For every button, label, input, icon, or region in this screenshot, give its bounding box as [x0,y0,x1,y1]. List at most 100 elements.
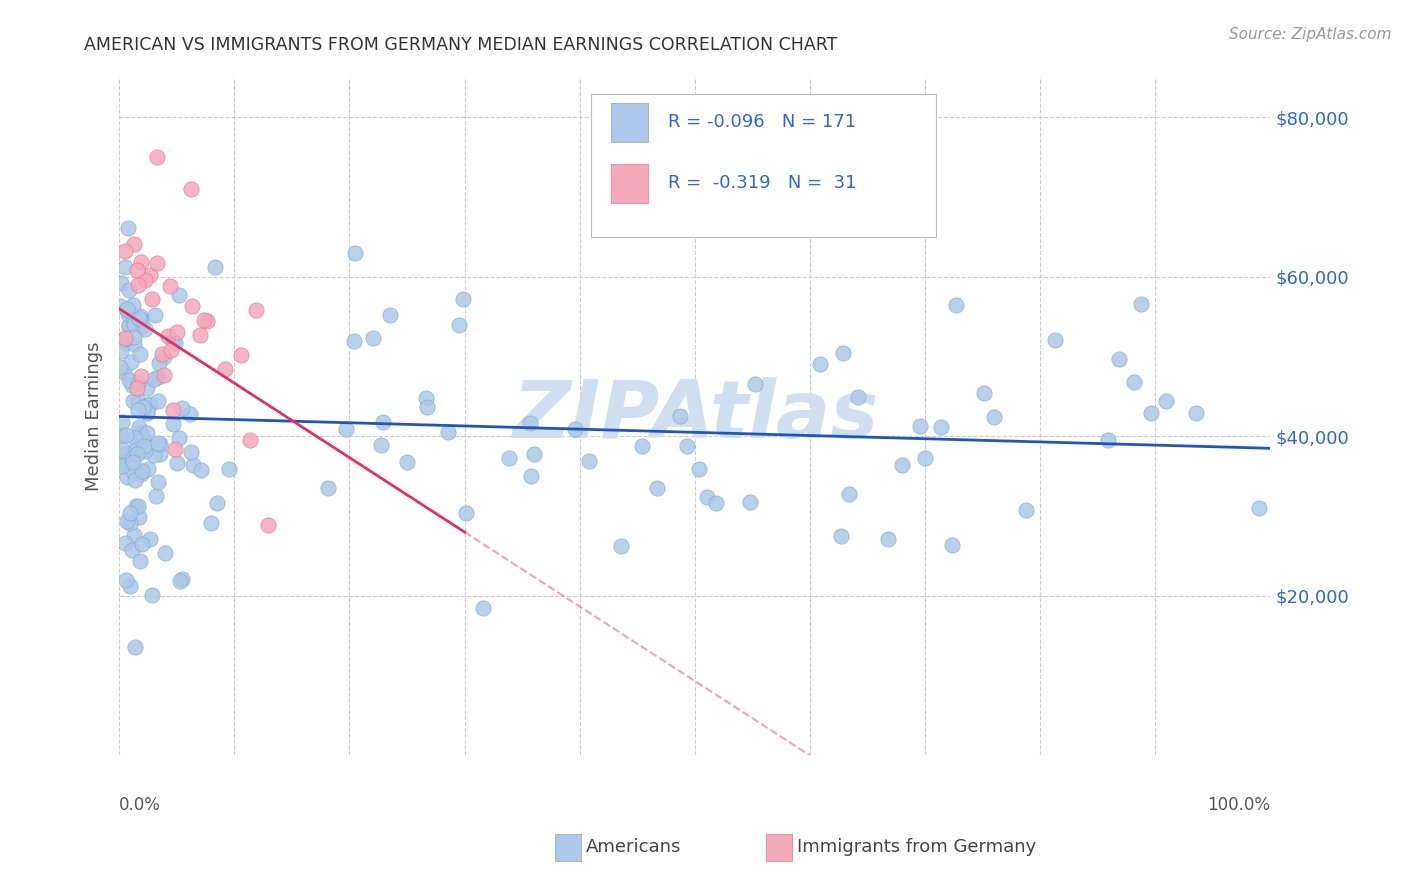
Point [610,539,633,553]
Point [257,518,280,533]
Point [229,348,252,362]
Point [134,443,156,458]
Point [162,403,184,417]
Point [1185,406,1208,420]
Point [1130,297,1153,311]
Point [146,150,169,164]
Point [169,574,191,589]
Point [129,428,152,442]
Point [118,318,141,333]
Point [245,303,267,318]
Point [118,283,141,297]
Point [520,469,543,483]
Point [125,500,148,514]
Point [945,297,967,311]
Point [122,465,145,479]
Point [193,313,215,327]
Text: Americans: Americans [586,838,682,856]
Point [669,409,692,424]
Point [343,246,366,260]
Point [132,433,155,447]
Point [163,442,186,456]
Point [127,277,149,292]
Point [195,313,218,327]
Point [704,496,727,510]
Point [744,376,766,391]
Point [343,334,366,348]
Point [1108,352,1130,367]
Point [112,442,135,457]
Point [180,182,202,196]
Point [129,313,152,327]
Point [149,447,172,461]
Point [373,415,395,429]
Point [166,325,188,339]
Point [115,469,138,483]
Point [214,362,236,376]
Point [122,237,145,252]
Point [121,455,143,469]
Point [451,292,474,306]
Point [146,256,169,270]
Point [167,287,190,301]
Point [696,490,718,504]
Point [830,528,852,542]
Point [564,422,586,436]
Point [128,420,150,434]
Point [631,439,654,453]
Point [118,318,141,333]
Point [138,532,160,546]
Point [831,345,853,359]
Point [114,244,136,259]
Point [131,319,153,334]
Point [117,446,139,460]
Point [146,436,169,450]
Point [121,393,143,408]
Point [190,463,212,477]
Text: Immigrants from Germany: Immigrants from Germany [797,838,1036,856]
Point [114,447,136,461]
Point [415,391,437,405]
Point [124,473,146,487]
Text: R =  -0.319   N =  31: R = -0.319 N = 31 [668,174,856,192]
Point [908,418,931,433]
Point [688,461,710,475]
Point [139,268,162,282]
Point [134,273,156,287]
Point [125,443,148,458]
Point [335,421,357,435]
Point [973,385,995,400]
Point [135,398,157,412]
Point [1247,501,1270,516]
Point [124,317,146,331]
Point [111,458,134,473]
Point [135,381,157,395]
Point [808,357,831,371]
Point [143,371,166,385]
Point [138,397,160,411]
Point [138,462,160,476]
Point [162,417,184,432]
Point [166,456,188,470]
Point [121,378,143,392]
Point [129,255,152,269]
Point [941,538,963,552]
Point [416,400,439,414]
Point [127,376,149,391]
Point [127,262,149,277]
Point [110,428,132,442]
Point [131,433,153,447]
Point [877,532,900,546]
Point [1139,406,1161,420]
Point [143,448,166,462]
Point [134,438,156,452]
Point [163,336,186,351]
Point [170,401,193,415]
Point [204,260,226,274]
Point [124,431,146,445]
Text: 100.0%: 100.0% [1208,796,1270,814]
Text: Source: ZipAtlas.com: Source: ZipAtlas.com [1229,27,1392,42]
Point [118,579,141,593]
Point [170,572,193,586]
Point [110,343,132,358]
